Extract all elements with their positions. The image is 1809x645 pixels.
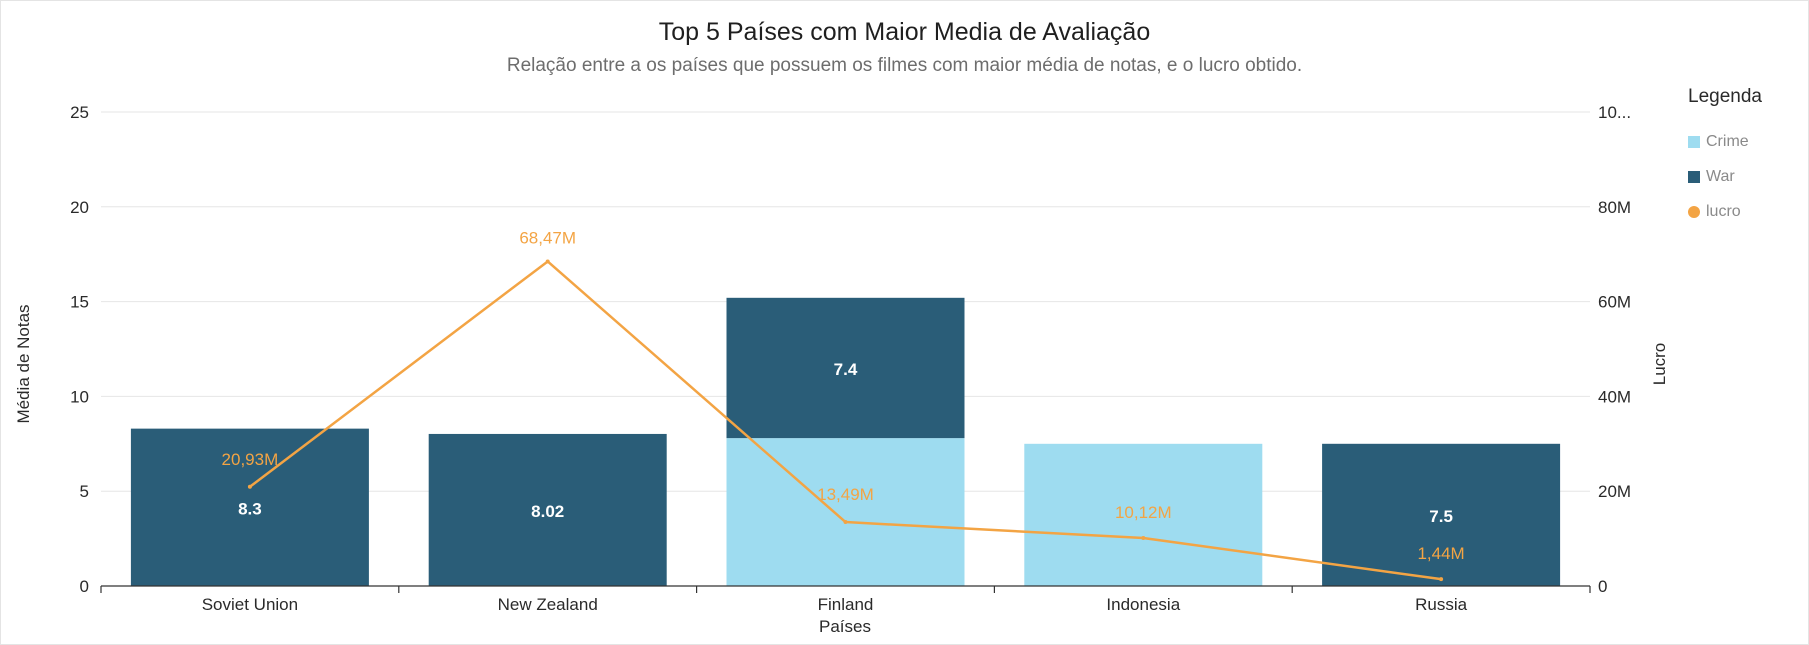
line-data-label: 20,93M xyxy=(222,450,279,469)
legend: Legenda Crime War lucro xyxy=(1688,86,1798,229)
x-tick-label: Indonesia xyxy=(1106,595,1180,614)
chart-subtitle: Relação entre a os países que possuem os… xyxy=(506,55,1303,76)
legend-label-war: War xyxy=(1706,167,1735,185)
x-tick-label: New Zealand xyxy=(498,595,598,614)
legend-swatch-crime xyxy=(1688,135,1700,148)
legend-swatch-war xyxy=(1688,170,1700,183)
y-tick-label: 5 xyxy=(80,482,89,501)
bar-crime[interactable] xyxy=(1024,443,1263,586)
y-tick-label: 25 xyxy=(70,103,89,122)
legend-label-lucro: lucro xyxy=(1706,202,1741,220)
legend-title: Legenda xyxy=(1688,86,1762,107)
y2-tick-label: 80M xyxy=(1598,198,1631,217)
legend-swatch-lucro xyxy=(1688,205,1700,218)
y2-tick-label: 60M xyxy=(1598,293,1631,312)
line-data-label: 10,12M xyxy=(1115,503,1172,522)
line-data-label: 1,44M xyxy=(1417,544,1464,563)
x-axis-title: Países xyxy=(819,617,871,636)
y2-axis-title: Lucro xyxy=(1650,343,1669,386)
x-tick-label: Finland xyxy=(818,595,874,614)
x-tick-label: Russia xyxy=(1415,595,1468,614)
bar-war[interactable] xyxy=(726,297,965,439)
legend-item-lucro[interactable]: lucro xyxy=(1688,194,1798,229)
x-tick-label: Soviet Union xyxy=(202,595,298,614)
chart-title: Top 5 Países com Maior Media de Avaliaçã… xyxy=(658,18,1151,46)
bar-crime[interactable] xyxy=(726,438,965,586)
line-point[interactable] xyxy=(545,259,550,264)
legend-item-war[interactable]: War xyxy=(1688,159,1798,194)
y-tick-label: 15 xyxy=(70,293,89,312)
line-point[interactable] xyxy=(247,484,252,489)
bar-data-label: 7.5 xyxy=(1429,507,1453,526)
bar-war[interactable] xyxy=(1322,443,1561,586)
y-tick-label: 10 xyxy=(70,387,89,406)
line-point[interactable] xyxy=(1141,536,1146,541)
y2-tick-label: 10... xyxy=(1598,103,1631,122)
y-axis-title: Média de Notas xyxy=(14,304,33,423)
y2-tick-label: 0 xyxy=(1598,577,1607,596)
line-point[interactable] xyxy=(843,520,848,525)
y2-tick-label: 20M xyxy=(1598,482,1631,501)
line-data-label: 68,47M xyxy=(519,228,576,247)
bar-war[interactable] xyxy=(130,428,369,586)
legend-item-crime[interactable]: Crime xyxy=(1688,124,1798,159)
bar-data-label: 7.4 xyxy=(834,360,858,379)
legend-label-crime: Crime xyxy=(1706,132,1749,150)
line-point[interactable] xyxy=(1439,577,1444,582)
line-data-label: 13,49M xyxy=(817,485,874,504)
bar-data-label: 8.3 xyxy=(238,499,262,518)
y2-tick-label: 40M xyxy=(1598,387,1631,406)
y-tick-label: 0 xyxy=(80,577,89,596)
bar-war[interactable] xyxy=(428,433,667,586)
bar-data-label: 8.02 xyxy=(531,502,564,521)
y-tick-label: 20 xyxy=(70,198,89,217)
